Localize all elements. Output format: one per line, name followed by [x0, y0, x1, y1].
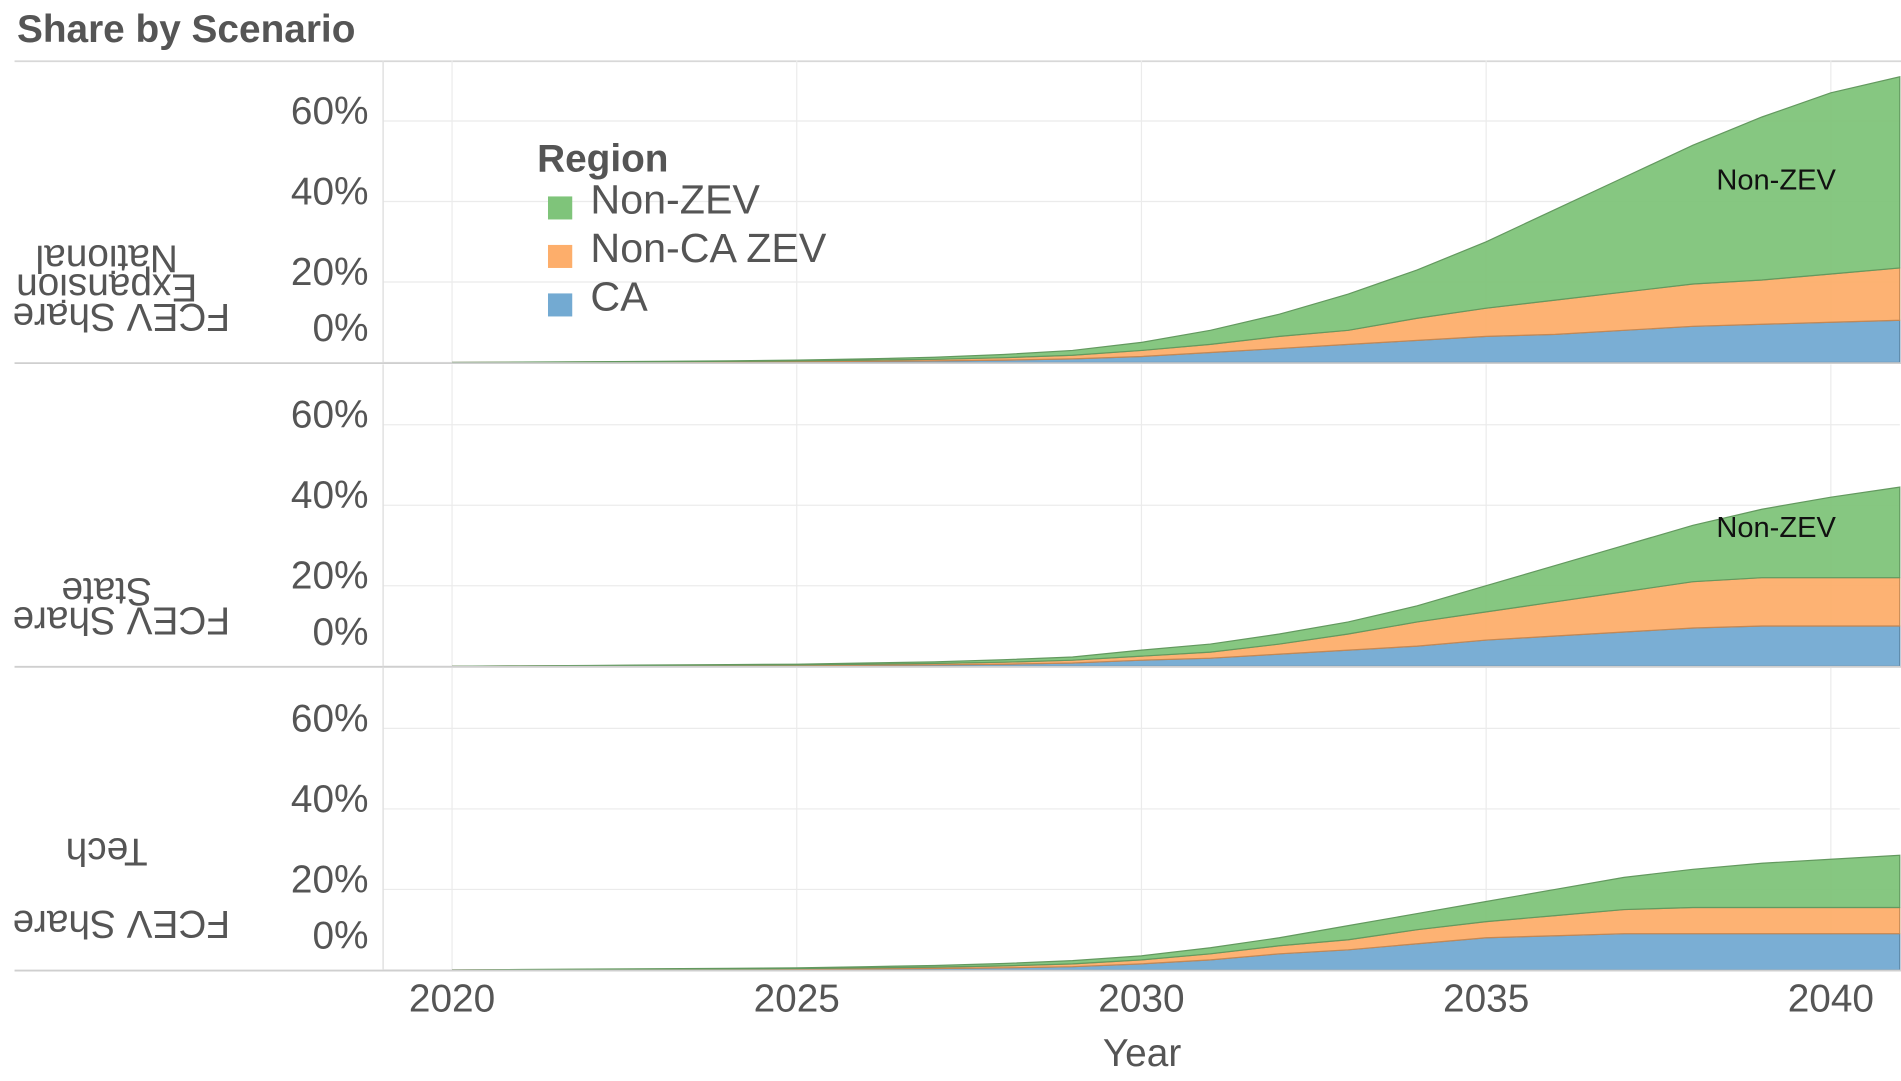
y-tick-label: 40% — [291, 170, 369, 213]
area-2 — [452, 486, 1901, 667]
row-label: FCEV Share — [12, 902, 230, 945]
area-2 — [452, 75, 1901, 364]
row-label: FCEV Share — [12, 295, 230, 338]
legend-swatch — [547, 244, 573, 268]
y-tick-label: 20% — [291, 251, 369, 294]
x-tick-label: 2020 — [409, 978, 495, 1021]
legend-label: Non-CA ZEV — [590, 225, 826, 271]
row-label: Tech — [66, 829, 148, 872]
area-0 — [452, 625, 1901, 667]
y-tick-label: 60% — [291, 697, 369, 740]
y-tick-label: 20% — [291, 555, 369, 598]
x-tick-label: 2030 — [1098, 978, 1184, 1021]
y-tick-label: 60% — [291, 90, 369, 133]
x-axis-title: Year — [1103, 1032, 1181, 1075]
y-tick-label: 0% — [312, 307, 368, 350]
area-2 — [452, 854, 1901, 971]
legend-label: Non-ZEV — [590, 176, 760, 222]
y-tick-label: 40% — [291, 474, 369, 517]
y-tick-label: 20% — [291, 858, 369, 901]
row-label: State — [61, 569, 152, 612]
y-tick-label: 40% — [291, 778, 369, 821]
annotation: Non-ZEV — [1716, 512, 1836, 544]
legend-label: CA — [590, 273, 648, 319]
legend-title: Region — [537, 138, 668, 181]
legend-swatch — [547, 293, 573, 317]
y-tick-label: 60% — [291, 394, 369, 437]
y-tick-label: 0% — [312, 915, 368, 958]
x-tick-label: 2035 — [1443, 978, 1529, 1021]
x-tick-label: 2040 — [1788, 978, 1874, 1021]
x-tick-label: 2025 — [754, 978, 840, 1021]
legend-swatch — [547, 196, 573, 220]
y-tick-label: 0% — [312, 611, 368, 654]
annotation: Non-ZEV — [1716, 165, 1836, 197]
row-label: Expansion — [16, 266, 197, 309]
row-label: National — [36, 237, 178, 280]
chart-title: Share by Scenario — [17, 8, 355, 51]
row-label: FCEV Share — [12, 598, 230, 641]
